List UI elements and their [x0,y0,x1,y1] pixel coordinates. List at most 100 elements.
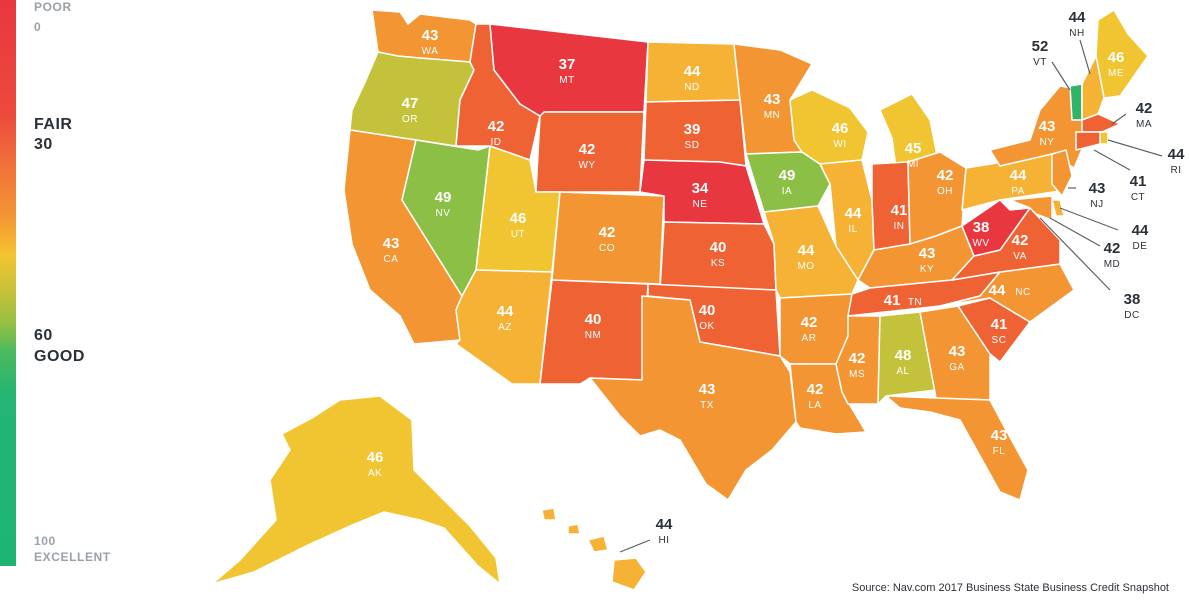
label-abbr-CT: CT [1131,192,1145,203]
label-abbr-KY: KY [920,264,934,275]
state-CT[interactable] [1075,131,1101,151]
label-score-AR: 42 [801,314,818,331]
label-score-OH: 42 [937,167,954,184]
legend-good-value: 60 [34,327,53,344]
label-score-AK: 46 [367,449,384,466]
legend-good-label: GOOD [34,348,85,365]
label-score-MA: 42 [1136,100,1153,117]
label-score-WI: 46 [832,120,849,137]
label-score-NE: 34 [692,180,709,197]
label-score-CA: 43 [383,235,400,252]
label-abbr-SD: SD [685,140,700,151]
label-abbr-MN: MN [764,110,781,121]
leader-ma [1111,113,1127,125]
legend-excellent-value: 100 [34,534,56,548]
legend-fair-value: 30 [34,136,53,153]
state-HI-big[interactable] [611,557,647,591]
label-abbr-ND: ND [684,82,699,93]
state-labels: 43 WA 47 OR 43 CA 49 NV 42 ID 37 MT 42 W… [367,9,1185,546]
state-NC[interactable] [939,263,1075,323]
state-VT[interactable] [1069,83,1083,121]
state-DE[interactable] [1051,199,1065,217]
label-abbr-ME: ME [1108,68,1124,79]
leader-lines [619,39,1163,553]
label-score-MS: 42 [849,350,866,367]
state-AK[interactable] [211,395,501,585]
state-NH[interactable] [1081,55,1105,121]
label-abbr-FL: FL [993,446,1006,457]
label-score-IA: 49 [779,167,796,184]
label-abbr-WI: WI [833,139,846,150]
label-abbr-PA: PA [1011,186,1025,197]
label-abbr-AR: AR [802,333,817,344]
label-score-GA: 43 [949,343,966,360]
label-score-PA: 44 [1010,167,1027,184]
label-abbr-NJ: NJ [1090,199,1103,210]
label-abbr-AL: AL [896,366,909,377]
label-score-DE: 44 [1132,222,1149,239]
label-abbr-IL: IL [848,224,857,235]
label-abbr-TN: TN [908,297,922,308]
label-abbr-NV: NV [436,208,451,219]
label-abbr-MS: MS [849,369,865,380]
label-abbr-AK: AK [368,468,382,479]
label-score-NY: 43 [1039,118,1056,135]
label-score-UT: 46 [510,210,527,227]
label-abbr-SC: SC [992,335,1007,346]
state-HI-kauai[interactable] [541,507,557,521]
label-abbr-DE: DE [1133,241,1148,252]
legend-poor-label: POOR [34,0,72,14]
state-HI-oahu[interactable] [567,523,581,535]
label-abbr-CA: CA [384,254,399,265]
leader-dc [1039,217,1111,291]
leader-nh [1079,39,1091,75]
state-TX[interactable] [589,295,797,501]
label-abbr-VT: VT [1033,57,1047,68]
label-score-VA: 42 [1012,232,1029,249]
label-abbr-IN: IN [894,221,905,232]
label-score-OR: 47 [402,95,419,112]
state-HI-maui[interactable] [587,535,609,553]
label-score-NC: 44 [989,282,1006,299]
label-score-WV: 38 [973,219,990,236]
label-score-DC: 38 [1124,291,1141,308]
label-score-AL: 48 [895,347,912,364]
source-note: Source: Nav.com 2017 Business State Busi… [851,582,1169,594]
state-RI[interactable] [1099,131,1109,145]
label-score-SD: 39 [684,121,701,138]
label-score-ID: 42 [488,118,505,135]
label-abbr-WA: WA [422,46,439,57]
label-abbr-MI: MI [907,159,919,170]
state-MA[interactable] [1081,113,1121,133]
label-abbr-MA: MA [1136,119,1152,130]
leader-hi [619,539,651,553]
label-abbr-IA: IA [782,186,792,197]
label-score-LA: 42 [807,381,824,398]
leader-de [1059,207,1119,231]
label-score-MI: 45 [905,140,922,157]
label-score-MN: 43 [764,91,781,108]
legend-excellent-label: EXCELLENT [34,550,111,564]
label-score-CO: 42 [599,224,616,241]
label-score-HI: 44 [656,516,673,533]
label-score-KS: 40 [710,239,727,256]
state-KS[interactable] [659,221,777,291]
label-score-ND: 44 [684,63,701,80]
label-score-NM: 40 [585,311,602,328]
label-abbr-WV: WV [972,238,989,249]
label-score-IN: 41 [891,202,908,219]
state-FL[interactable] [885,395,1029,501]
label-score-VT: 52 [1032,38,1049,55]
state-AL[interactable] [877,311,937,405]
state-GA[interactable] [919,305,991,401]
label-abbr-GA: GA [949,362,964,373]
leader-vt [1051,61,1071,91]
label-abbr-RI: RI [1171,165,1182,176]
state-NJ[interactable] [1051,149,1073,197]
state-MD[interactable] [1009,195,1053,221]
state-shapes [211,9,1149,591]
state-WY[interactable] [535,111,645,193]
label-score-NV: 49 [435,189,452,206]
leader-md [1049,217,1101,247]
